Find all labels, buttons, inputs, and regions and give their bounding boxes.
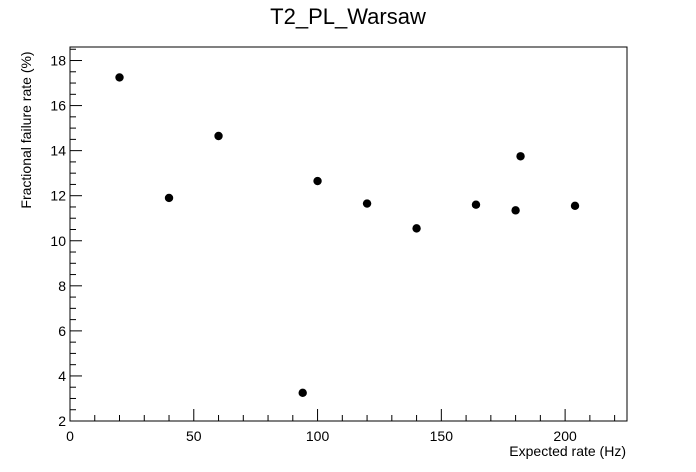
x-tick-labels: 0 50 100 150 200 [66,428,577,444]
y-tick-label: 10 [50,233,66,249]
x-tick-label: 50 [186,428,202,444]
y-tick-label: 18 [50,53,66,69]
chart-title: T2_PL_Warsaw [270,4,426,29]
data-point [298,388,307,398]
data-point [511,206,520,215]
y-tick-label: 8 [58,278,66,294]
y-tick-label: 4 [58,368,66,384]
y-tick-label: 2 [58,413,66,429]
y-tick-label: 6 [58,323,66,339]
y-tick-label: 14 [50,143,66,159]
x-tick-label: 200 [553,428,577,444]
data-points [115,73,580,398]
data-point [471,200,481,209]
y-tick-label: 12 [50,188,66,204]
data-point [516,152,525,161]
data-point [570,201,580,211]
y-tick-labels: 2 4 6 8 10 12 14 16 18 [50,53,66,429]
axis-ticks [69,48,616,422]
x-tick-label: 100 [306,428,330,444]
x-tick-label: 150 [430,428,454,444]
x-tick-label: 0 [66,428,74,444]
y-tick-label: 16 [50,98,66,114]
data-point [362,199,372,208]
data-point [164,193,174,203]
y-axis-label: Fractional failure rate (%) [18,51,34,208]
x-axis-label: Expected rate (Hz) [509,443,626,459]
data-point [313,176,322,186]
data-point [412,224,421,233]
data-point [214,131,223,141]
data-point [115,73,124,82]
plot-frame [69,46,628,422]
